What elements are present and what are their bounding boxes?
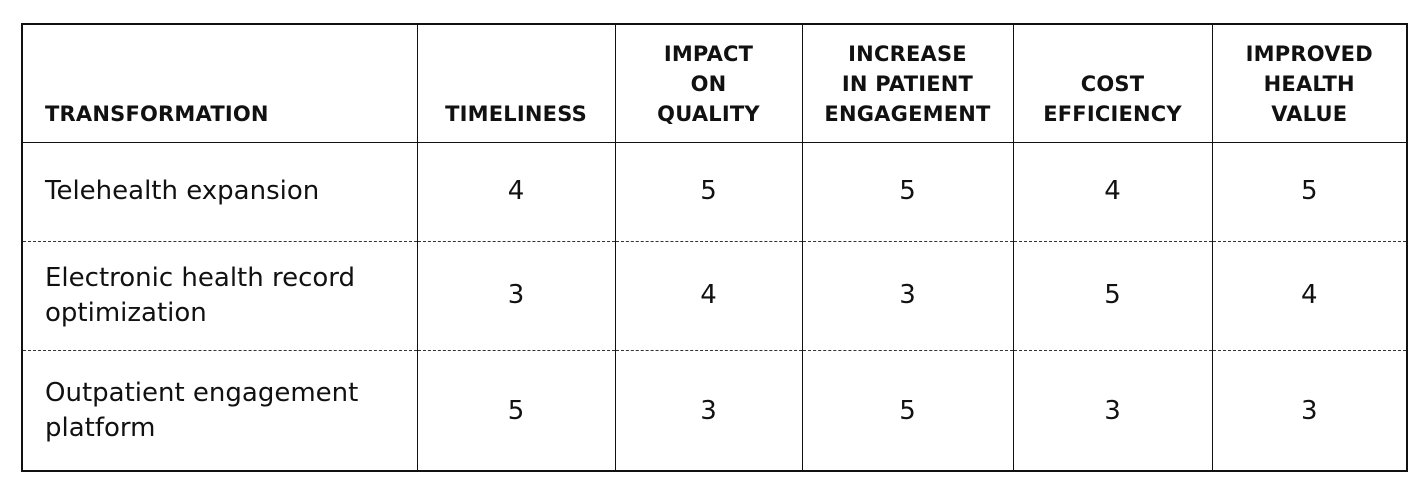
impact-on-quality-cell: 4 bbox=[614, 241, 802, 351]
health-value-cell: 3 bbox=[1211, 350, 1406, 472]
timeliness-cell: 3 bbox=[416, 241, 615, 351]
cost-efficiency-cell: 3 bbox=[1012, 350, 1212, 472]
table-row: Electronic health record optimization 3 … bbox=[23, 241, 1406, 351]
table-row: Outpatient engagement platform 5 3 5 3 3 bbox=[23, 350, 1406, 472]
header-row: TRANSFORMATION TIMELINESS IMPACT ON QUAL… bbox=[23, 25, 1406, 143]
header-impact-on-quality: IMPACT ON QUALITY bbox=[614, 25, 802, 143]
header-improved-health-value: IMPROVED HEALTH VALUE bbox=[1211, 25, 1406, 143]
row-name-cell: Telehealth expansion bbox=[23, 142, 417, 242]
header-cost-efficiency: COST EFFICIENCY bbox=[1012, 25, 1212, 143]
header-timeliness: TIMELINESS bbox=[416, 25, 615, 143]
transformation-rating-table: TRANSFORMATION TIMELINESS IMPACT ON QUAL… bbox=[23, 25, 1406, 472]
cost-efficiency-cell: 4 bbox=[1012, 142, 1212, 242]
header-increase-in-patient-engagement: INCREASE IN PATIENT ENGAGEMENT bbox=[801, 25, 1013, 143]
header-transformation: TRANSFORMATION bbox=[23, 25, 417, 143]
row-name-cell: Electronic health record optimization bbox=[23, 241, 417, 351]
table-row: Telehealth expansion 4 5 5 4 5 bbox=[23, 142, 1406, 242]
patient-engagement-cell: 5 bbox=[801, 142, 1013, 242]
health-value-cell: 4 bbox=[1211, 241, 1406, 351]
timeliness-cell: 5 bbox=[416, 350, 615, 472]
patient-engagement-cell: 3 bbox=[801, 241, 1013, 351]
timeliness-cell: 4 bbox=[416, 142, 615, 242]
impact-on-quality-cell: 3 bbox=[614, 350, 802, 472]
rating-table-container: TRANSFORMATION TIMELINESS IMPACT ON QUAL… bbox=[21, 23, 1408, 472]
patient-engagement-cell: 5 bbox=[801, 350, 1013, 472]
row-name-cell: Outpatient engagement platform bbox=[45, 378, 359, 444]
impact-on-quality-cell: 5 bbox=[614, 142, 802, 242]
cost-efficiency-cell: 5 bbox=[1012, 241, 1212, 351]
health-value-cell: 5 bbox=[1211, 142, 1406, 242]
